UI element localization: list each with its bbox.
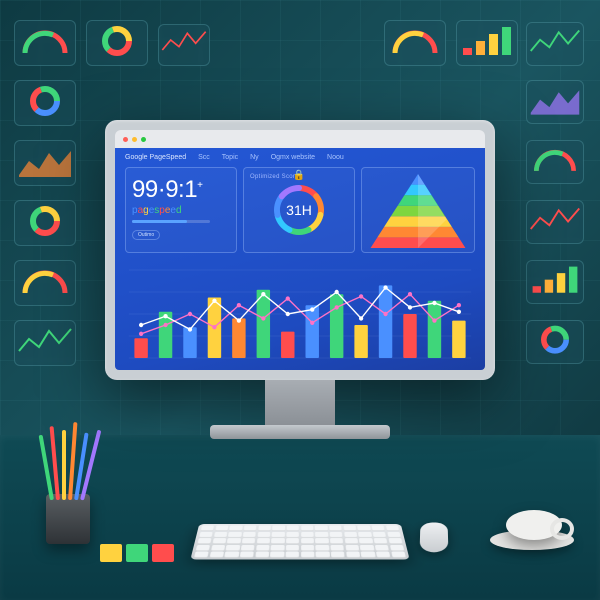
bg-widget (526, 200, 584, 244)
nav-item[interactable]: Ny (250, 154, 259, 161)
bg-widget (14, 140, 76, 186)
bg-widget (14, 320, 76, 366)
combo-chart (125, 266, 475, 362)
bg-widget (158, 24, 210, 66)
nav-item[interactable]: Noou (327, 154, 344, 161)
action-pill[interactable]: Outimo (132, 230, 160, 240)
dashboard-screen: Google PageSpeed Scc Topic Ny Ogmx websi… (115, 148, 485, 370)
gauge-value: 31H (273, 184, 325, 236)
progress-bar (132, 220, 210, 223)
nav-item[interactable]: Google PageSpeed (125, 154, 186, 161)
nav-item[interactable]: Scc (198, 154, 210, 161)
bg-widget (526, 22, 584, 66)
nav-item[interactable]: Ogmx website (271, 154, 315, 161)
lock-icon: 🔒 (293, 170, 305, 181)
window-close-icon[interactable] (123, 137, 128, 142)
monitor: Google PageSpeed Scc Topic Ny Ogmx websi… (105, 120, 495, 380)
pencil-cup (46, 494, 90, 544)
spectrum-triangle-icon (368, 174, 468, 248)
sticky-note (126, 544, 148, 562)
bg-widget (526, 140, 584, 184)
browser-chrome (115, 130, 485, 148)
triangle-panel (361, 167, 475, 253)
nav-item[interactable]: Topic (222, 154, 238, 161)
mouse[interactable] (420, 523, 449, 553)
score-panel: 99·9:1+ pagespeed Outimo (125, 167, 237, 253)
bg-widget (86, 20, 148, 66)
score-value: 99·9:1+ (132, 176, 230, 204)
window-max-icon[interactable] (141, 137, 146, 142)
sticky-note (152, 544, 174, 562)
sticky-note (100, 544, 122, 562)
gauge-donut: 31H (273, 184, 325, 236)
brand-text: pagespeed (132, 205, 230, 216)
coffee-cup (506, 510, 562, 540)
bg-widget (526, 80, 584, 124)
keyboard[interactable] (190, 524, 409, 560)
bg-widget (14, 200, 76, 246)
pencil (62, 430, 66, 500)
window-min-icon[interactable] (132, 137, 137, 142)
bg-widget (14, 260, 76, 306)
top-nav: Google PageSpeed Scc Topic Ny Ogmx websi… (125, 154, 475, 161)
bg-widget (526, 260, 584, 304)
bg-widget (526, 320, 584, 364)
monitor-base (210, 425, 390, 439)
monitor-stand (265, 380, 335, 430)
gauge-panel: Optimized Score 🔒 31H (243, 167, 355, 253)
bg-widget (14, 20, 76, 66)
bg-widget (384, 20, 446, 66)
bg-widget (456, 20, 518, 66)
bg-widget (14, 80, 76, 126)
